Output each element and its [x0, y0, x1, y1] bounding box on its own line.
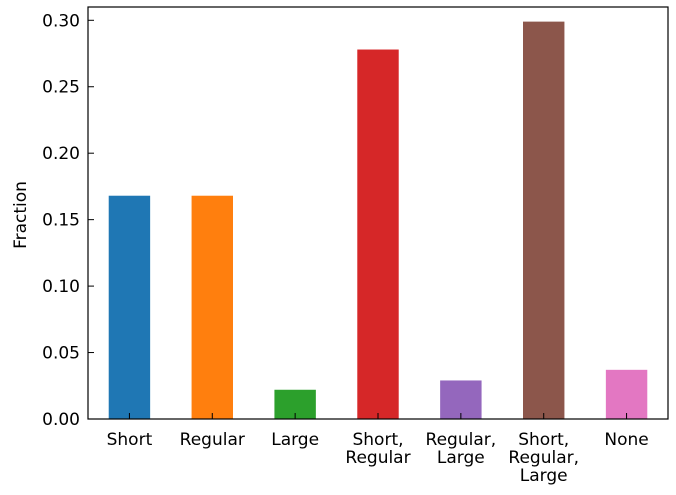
x-tick-label-line: Regular,	[426, 430, 497, 450]
x-tick-label-line: None	[604, 430, 648, 450]
x-tick-label-line: Large	[271, 430, 319, 450]
x-tick-label-line: Short	[107, 430, 153, 450]
bar	[191, 195, 233, 419]
x-tick-label-line: Short,	[352, 430, 403, 450]
bar	[605, 369, 648, 419]
x-tick-label: Regular, Large	[426, 430, 497, 468]
bars-group	[108, 21, 648, 420]
bar	[357, 49, 399, 420]
bar	[440, 380, 482, 419]
y-tick-label: 0.00	[42, 410, 80, 430]
x-tick-label: Short, Regular, Large	[508, 430, 579, 486]
x-tick-label: Regular	[180, 430, 245, 450]
bar	[108, 195, 151, 419]
y-tick-label: 0.05	[42, 344, 80, 364]
y-tick-label: 0.30	[42, 11, 80, 31]
x-tick-label: Large	[271, 430, 319, 450]
x-tick-label: Short	[107, 430, 153, 450]
x-tick-label: Short, Regular	[345, 430, 410, 468]
x-tick-label: None	[604, 430, 648, 450]
bar	[523, 21, 565, 419]
plot-frame	[87, 6, 669, 420]
y-axis-label: Fraction	[11, 181, 31, 249]
x-tick-label-line: Regular,	[508, 448, 579, 468]
y-tick-label: 0.20	[42, 144, 80, 164]
y-tick-label: 0.15	[42, 211, 80, 231]
y-tick-label: 0.10	[42, 277, 80, 297]
y-tick-label: 0.25	[42, 78, 80, 98]
x-tick-label-line: Short,	[518, 430, 569, 450]
y-axis: 0.00 0.05 0.10 0.15 0.20 0.25 0.30	[42, 11, 94, 430]
x-tick-label-line: Large	[437, 448, 485, 468]
x-tick-label-line: Regular	[345, 448, 410, 468]
x-tick-label-line: Large	[520, 466, 568, 486]
x-tick-label-line: Regular	[180, 430, 245, 450]
